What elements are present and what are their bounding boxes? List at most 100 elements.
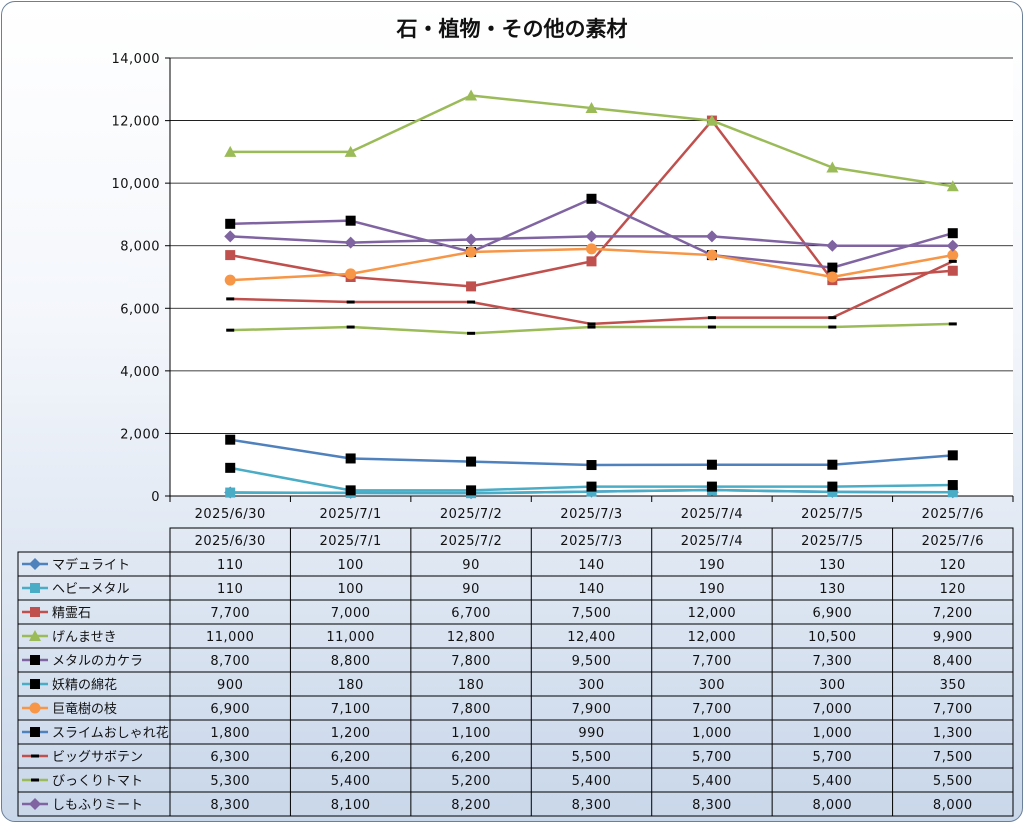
table-cell: 8,400 [933, 654, 973, 669]
data-point [226, 328, 235, 332]
legend-entry: 精霊石 [22, 606, 91, 621]
table-cell: 12,400 [567, 630, 616, 645]
data-point [465, 89, 478, 101]
table-cell: 7,700 [692, 654, 732, 669]
data-point [705, 114, 718, 126]
table-cell: 11,000 [206, 630, 255, 645]
legend-marker [31, 778, 39, 782]
data-point [224, 230, 237, 243]
legend-label: びっくりトマト [52, 774, 143, 789]
data-point [344, 236, 357, 249]
data-point [225, 462, 236, 473]
table-cell: 130 [819, 582, 845, 597]
data-point [344, 145, 357, 157]
data-point [828, 316, 837, 320]
y-tick-label: 10,000 [112, 177, 161, 192]
data-point [827, 486, 838, 497]
table-header-cell: 2025/7/5 [801, 534, 863, 549]
data-point [707, 316, 716, 320]
table-cell: 12,000 [688, 630, 737, 645]
data-point [946, 180, 959, 192]
table-cell: 100 [337, 558, 363, 573]
data-point [345, 453, 356, 464]
legend-marker [29, 630, 41, 641]
table-cell: 10,500 [808, 630, 857, 645]
data-point [585, 230, 598, 243]
legend-label: げんませき [52, 630, 117, 645]
x-tick-label: 2025/7/6 [922, 507, 984, 522]
legend-label: 巨竜樹の枝 [52, 702, 117, 717]
legend-entry: マデュライト [22, 557, 130, 573]
data-point [345, 485, 356, 496]
table-cell: 7,700 [210, 606, 250, 621]
legend-label: スライムおしゃれ花 [52, 725, 169, 741]
x-tick-label: 2025/7/4 [681, 507, 743, 522]
x-tick-label: 2025/7/3 [560, 507, 622, 522]
table-cell: 6,900 [210, 702, 250, 717]
legend-entry: 巨竜樹の枝 [22, 702, 117, 717]
data-point [947, 487, 958, 498]
data-point [586, 193, 597, 204]
table-cell: 1,300 [933, 726, 973, 741]
table-cell: 5,300 [210, 774, 250, 789]
data-point [947, 249, 959, 261]
table-cell: 7,800 [451, 654, 491, 669]
legend-label: ビッグサボテン [52, 750, 143, 765]
table-cell: 7,900 [572, 702, 612, 717]
table-cell: 8,000 [933, 798, 973, 813]
table-cell: 7,100 [331, 702, 371, 717]
table-cell: 110 [217, 582, 243, 597]
table-cell: 12,800 [447, 630, 496, 645]
data-point [225, 487, 236, 498]
table-header-cell: 2025/7/3 [560, 534, 622, 549]
axes: 0 2,000 4,000 6,000 8,000 10,000 12,000 14,000 2… [112, 52, 1014, 522]
table-cell: 8,700 [210, 654, 250, 669]
table-cell: 8,300 [692, 798, 732, 813]
data-point [467, 300, 476, 304]
data-point [467, 331, 476, 335]
table-cell: 300 [819, 678, 845, 693]
table-cell: 5,400 [331, 774, 371, 789]
series-9 [226, 322, 957, 335]
table-cell: 8,200 [451, 798, 491, 813]
legend-entry: メタルのカケラ [22, 654, 143, 669]
table-cell: 7,800 [451, 702, 491, 717]
data-point [947, 450, 958, 461]
table-cell: 8,800 [331, 654, 371, 669]
data-point [225, 250, 236, 261]
table-cell: 7,500 [933, 750, 973, 765]
legend-label: しもふりミート [52, 798, 143, 813]
table-cell: 7,000 [812, 702, 852, 717]
legend-marker [31, 754, 39, 758]
data-point [225, 434, 236, 445]
data-point [466, 281, 477, 292]
table-header-cell: 2025/7/1 [319, 534, 381, 549]
table-cell: 300 [578, 678, 604, 693]
legend-entry: ビッグサボテン [22, 750, 143, 765]
data-point [827, 262, 838, 273]
x-tick-label: 2025/6/30 [195, 507, 266, 522]
table-cell: 1,000 [692, 726, 732, 741]
table-cell: 180 [458, 678, 484, 693]
data-point [706, 459, 717, 470]
table-cell: 350 [940, 678, 966, 693]
legend-entry: びっくりトマト [22, 774, 143, 789]
data-point [346, 325, 355, 329]
table-cell: 990 [578, 726, 604, 741]
y-tick-label: 14,000 [112, 52, 161, 67]
data-point [948, 259, 957, 263]
y-tick-label: 4,000 [120, 365, 160, 380]
table-cell: 5,400 [692, 774, 732, 789]
table-cell: 7,000 [331, 606, 371, 621]
data-point [947, 228, 958, 239]
table-cell: 7,300 [812, 654, 852, 669]
table-cell: 140 [578, 582, 604, 597]
data-point [705, 230, 718, 243]
table-cell: 130 [819, 558, 845, 573]
table-cell: 120 [940, 558, 966, 573]
table-cell: 12,000 [688, 606, 737, 621]
y-tick-label: 0 [151, 490, 160, 505]
table-cell: 100 [337, 582, 363, 597]
